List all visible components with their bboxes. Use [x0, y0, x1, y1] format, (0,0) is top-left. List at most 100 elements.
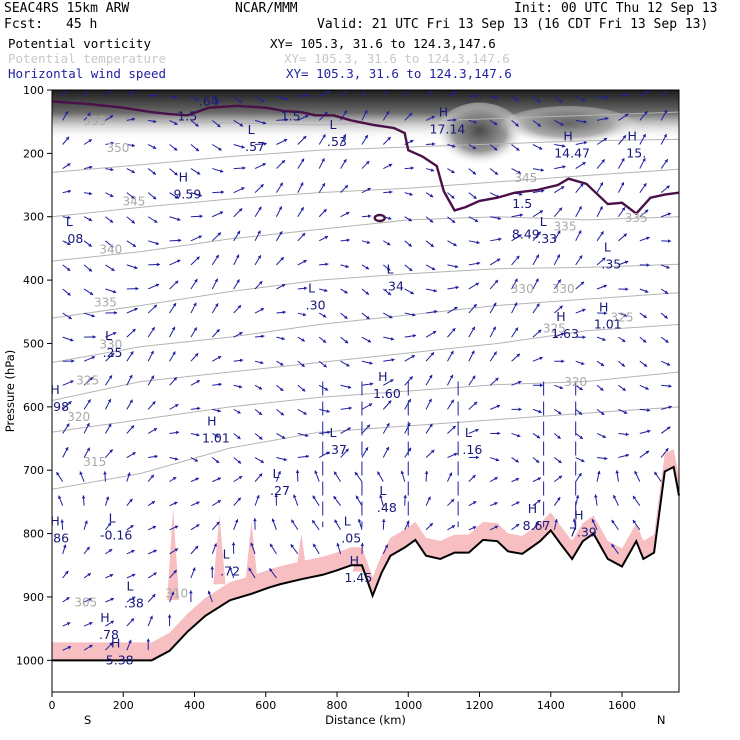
wind-arrowhead [409, 192, 413, 196]
wind-arrow [404, 90, 410, 97]
low-label: L [330, 425, 337, 440]
wind-arrowhead [65, 447, 69, 451]
wind-arrowhead [174, 404, 179, 408]
low-label: L [387, 261, 394, 276]
wind-arrowhead [218, 147, 222, 151]
wind-arrowhead [282, 310, 286, 315]
wind-arrowhead [269, 568, 273, 572]
wind-arrowhead [150, 474, 154, 479]
low-level-pv-shading [295, 533, 308, 578]
wind-arrowhead [176, 259, 181, 263]
wind-arrowhead [367, 214, 372, 218]
wind-arrowhead [215, 254, 219, 259]
wind-arrow [361, 90, 367, 97]
low-label: L [248, 122, 255, 137]
wind-arrowhead [301, 388, 306, 392]
wind-arrowhead [645, 386, 649, 390]
wind-arrowhead [647, 429, 651, 434]
north-label: N [657, 713, 666, 727]
wind-arrowhead [155, 283, 160, 287]
wind-arrowhead [305, 454, 310, 459]
wind-arrowhead [303, 286, 308, 291]
wind-arrowhead [516, 501, 520, 505]
wind-arrowhead [582, 335, 586, 340]
high-label: H [574, 507, 583, 522]
wind-arrowhead [580, 183, 584, 187]
theta-contour-label: 335 [94, 296, 117, 310]
x-tick-label: 600 [255, 699, 276, 712]
theta-contour [52, 138, 679, 173]
wind-arrowhead [496, 404, 501, 409]
wind-arrowhead [408, 243, 412, 247]
wind-arrowhead [333, 496, 337, 500]
wind-arrowhead [493, 302, 497, 307]
wind-arrowhead [134, 307, 138, 312]
x-tick-label: 0 [49, 699, 56, 712]
y-tick-label: 400 [23, 274, 44, 287]
wind-arrowhead [153, 572, 157, 576]
wind-arrowhead [388, 163, 393, 168]
wind-arrowhead [453, 242, 457, 246]
wind-arrowhead [386, 267, 391, 271]
wind-arrowhead [114, 310, 118, 315]
wind-arrowhead [216, 329, 220, 333]
wind-arrowhead [199, 214, 203, 219]
wind-arrowhead [238, 208, 243, 212]
wind-arrowhead [239, 358, 244, 363]
wind-arrowhead [334, 519, 338, 524]
wind-arrowhead [105, 496, 110, 500]
wind-arrowhead [621, 158, 625, 162]
wind-arrowhead [174, 548, 179, 552]
wind-arrowhead [262, 163, 266, 167]
wind-arrowhead [195, 97, 199, 101]
wind-arrowhead [194, 458, 198, 462]
wind-arrowhead [79, 471, 83, 475]
wind-arrowhead [388, 315, 393, 319]
wind-arrowhead [325, 262, 329, 267]
extremum-value: .37 [327, 442, 347, 457]
wind-arrowhead [579, 435, 583, 439]
model-name: SEAC4RS 15km ARW [4, 1, 130, 16]
wind-arrowhead [388, 216, 392, 220]
y-tick-label: 600 [23, 401, 44, 414]
wind-arrowhead [494, 477, 498, 481]
low-label: L [66, 214, 73, 229]
wind-arrowhead [473, 304, 477, 308]
wind-arrowhead [195, 524, 200, 528]
wind-arrowhead [153, 219, 158, 223]
fcst-value: 45 h [66, 17, 98, 32]
wind-arrowhead [642, 339, 647, 343]
extremum-value: 1.5 [281, 109, 301, 124]
wind-arrowhead [471, 326, 475, 331]
wind-arrowhead [604, 95, 609, 100]
wind-arrowhead [580, 458, 585, 463]
wind-arrowhead [602, 434, 606, 438]
wind-arrowhead [665, 339, 669, 343]
wind-arrowhead [131, 143, 135, 148]
wind-arrowhead [131, 117, 136, 122]
wind-arrowhead [281, 435, 286, 439]
wind-arrowhead [560, 332, 565, 337]
extremum-value: 15. [626, 145, 646, 160]
wind-arrowhead [666, 265, 670, 269]
extremum-value: .35 [601, 256, 621, 271]
wind-arrowhead [518, 234, 522, 238]
wind-arrowhead [283, 457, 287, 462]
wind-arrowhead [258, 411, 262, 415]
wind-arrowhead [86, 423, 90, 427]
wind-arrowhead [194, 545, 199, 550]
theta-contour-label: 325 [543, 322, 566, 336]
wind-arrowhead [605, 116, 609, 121]
wind-arrowhead [666, 185, 670, 189]
wind-arrowhead [291, 519, 295, 524]
wind-arrowhead [239, 332, 243, 336]
wind-arrowhead [663, 109, 668, 114]
wind-arrowhead [562, 144, 566, 148]
wind-arrowhead [579, 386, 583, 391]
y-tick-label: 900 [23, 591, 44, 604]
wind-arrowhead [301, 363, 305, 367]
wind-arrowhead [130, 351, 134, 355]
wind-arrowhead [279, 231, 283, 235]
wind-arrowhead [664, 159, 668, 163]
wind-arrowhead [174, 280, 179, 285]
